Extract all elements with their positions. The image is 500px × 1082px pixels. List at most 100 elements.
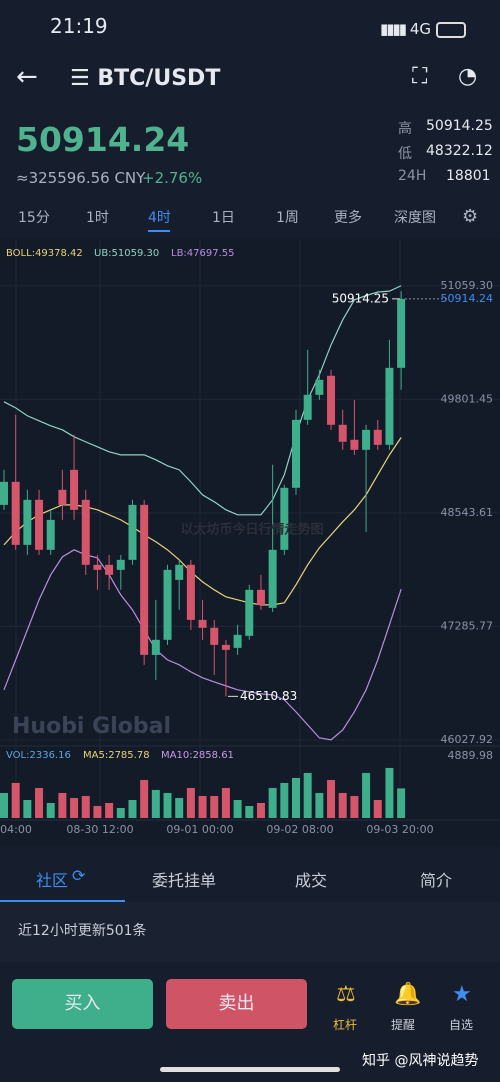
volume-bar: [0, 792, 8, 818]
cny-price: ≈325596.56 CNY: [16, 169, 146, 187]
tool-label[interactable]: 自选: [449, 1018, 474, 1032]
period-tab[interactable]: 深度图: [394, 210, 436, 226]
volume-bar: [116, 807, 125, 818]
volume-bar: [23, 799, 32, 818]
volume-bar: [175, 797, 184, 818]
volume-bar: [268, 787, 277, 818]
x-tick-label: 08-30 12:00: [66, 823, 133, 836]
candle-body: [151, 639, 160, 655]
volume-bar: [105, 802, 114, 818]
candle-body: [303, 394, 312, 420]
high-label: 高: [398, 121, 412, 137]
volume-bar: [362, 772, 371, 818]
candle-body: [11, 481, 20, 545]
candle-body: [350, 439, 359, 450]
footer-watermark: 知乎 @风神说趋势: [362, 1053, 479, 1069]
candle-body: [35, 499, 44, 550]
period-tab[interactable]: 1日: [212, 210, 235, 226]
active-tab-underline: [148, 230, 170, 232]
candle-body: [210, 627, 219, 645]
tool-icon[interactable]: ⚖: [336, 982, 356, 1007]
volume-bar: [163, 792, 172, 818]
volume-bar: [210, 795, 219, 818]
vol-value: 18801: [446, 168, 491, 184]
sell-button[interactable]: 卖出: [166, 979, 307, 1029]
candle-body: [292, 419, 300, 488]
volume-bar: [292, 777, 300, 818]
period-tab[interactable]: 1周: [276, 210, 299, 226]
tool-icon[interactable]: ★: [452, 982, 472, 1007]
note-panel: [0, 902, 500, 962]
volume-bar: [58, 792, 67, 818]
candle-body: [93, 564, 102, 570]
volume-bar: [256, 802, 265, 818]
candle-body: [198, 619, 207, 628]
volume-bar: [46, 802, 55, 818]
candle-body: [58, 489, 67, 505]
vol-label: 24H: [398, 168, 427, 184]
volume-bar: [303, 772, 312, 818]
candle-body: [233, 634, 242, 648]
volume-bar: [151, 789, 160, 818]
volume-bar: [11, 782, 20, 818]
pair-title[interactable]: ☰ BTC/USDT: [70, 66, 221, 91]
high-marker: 50914.25: [332, 291, 389, 305]
candle-body: [338, 424, 347, 442]
kline-chart: 04:00 08-30 12:00 09-01 00:00 09-02 08:00 09…: [0, 240, 500, 836]
candle-body: [186, 564, 195, 620]
volume-bar: [81, 795, 90, 818]
community-tab[interactable]: 简介: [420, 871, 453, 890]
candle-body: [70, 469, 79, 510]
volume-bar: [373, 799, 382, 818]
community-tab[interactable]: 社区: [36, 871, 69, 890]
tool-icon[interactable]: 🔔: [394, 982, 422, 1007]
y-tick-label: 48543.61: [441, 506, 494, 519]
x-tick-label: 09-02 08:00: [266, 823, 333, 836]
fullscreen-icon[interactable]: ⛶: [412, 64, 428, 89]
indicator-label: LB:47697.55: [171, 248, 235, 259]
clock: 21:19: [50, 14, 108, 38]
volume-bar: [140, 779, 149, 818]
candle-body: [116, 559, 125, 570]
community-tab[interactable]: 成交: [295, 871, 328, 890]
volume-bar: [338, 792, 347, 818]
band-line: [3, 549, 402, 741]
y-tick-label: 47285.77: [441, 619, 494, 632]
volume-bar: [186, 787, 195, 818]
candle-body: [327, 375, 336, 425]
back-button[interactable]: ←: [16, 62, 38, 92]
candle-body: [140, 504, 149, 655]
indicator-icon[interactable]: ◔: [458, 64, 478, 89]
tool-label[interactable]: 提醒: [391, 1018, 416, 1032]
candle-body: [280, 487, 289, 550]
overlay-text: 以太坊币今日行情走势图: [180, 522, 323, 538]
volume-bar: [315, 792, 324, 818]
volume-bar: [327, 779, 336, 818]
candle-body: [46, 519, 55, 550]
period-tab[interactable]: 1时: [86, 210, 109, 226]
buy-button[interactable]: 买入: [12, 979, 153, 1029]
candle-body: [175, 564, 184, 580]
volume-bar: [280, 782, 289, 818]
volume-label: VOL:2336.16: [6, 750, 71, 761]
volume-bar: [198, 795, 207, 818]
tool-label[interactable]: 杠杆: [333, 1018, 358, 1032]
home-indicator: [160, 1067, 340, 1072]
pair: BTC/USDT: [97, 66, 221, 91]
settings-icon[interactable]: ⚙: [462, 206, 479, 227]
candle-body: [315, 379, 324, 395]
period-tab[interactable]: 更多: [334, 210, 362, 226]
refresh-icon: ⟳: [72, 866, 86, 885]
community-tab[interactable]: 委托挂单: [152, 871, 217, 890]
candle-body: [373, 429, 382, 445]
volume-bar: [221, 787, 230, 818]
volume-bar: [35, 787, 44, 818]
candle-body: [385, 367, 394, 445]
period-tab[interactable]: 15分: [18, 210, 50, 226]
volume-bar: [128, 799, 137, 818]
update-note: 近12小时更新501条: [18, 923, 147, 939]
y-tick-label: 51059.30: [441, 279, 494, 292]
period-tab[interactable]: 4时: [148, 210, 171, 226]
volume-bar: [397, 788, 406, 818]
